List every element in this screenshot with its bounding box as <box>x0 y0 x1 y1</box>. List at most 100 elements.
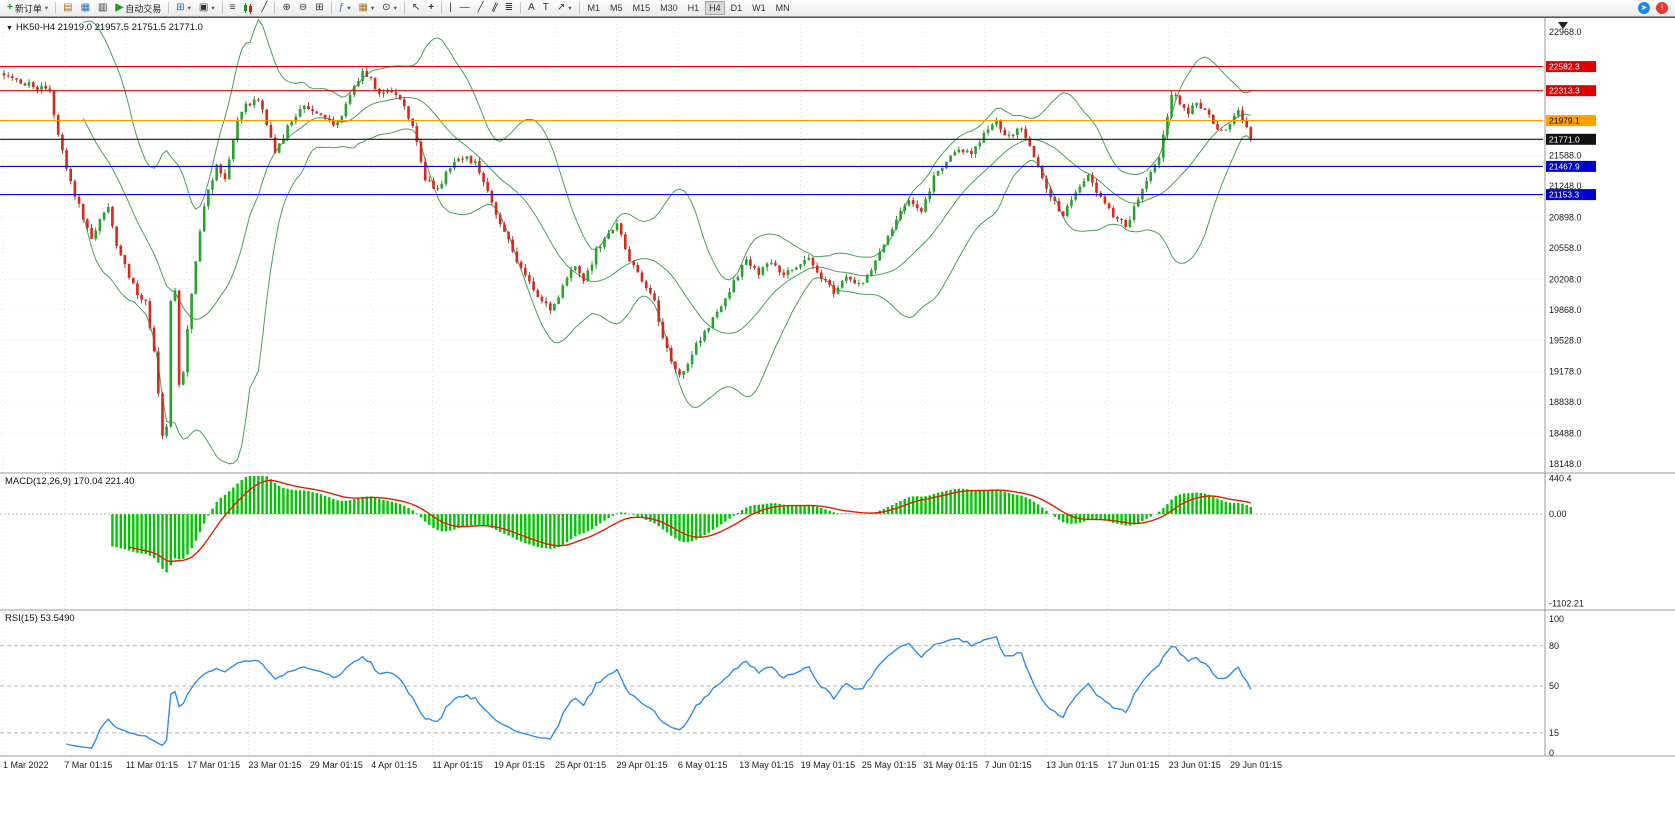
indicators-button[interactable]: ƒ ▾ <box>335 1 355 16</box>
macd-tick-label: -1102.21 <box>1549 598 1584 608</box>
chevron-down-icon: ▾ <box>187 5 191 12</box>
horizontal-line-button[interactable]: — <box>456 1 474 16</box>
tile-windows-icon: ⊞ <box>315 2 324 13</box>
data-window-icon: ▥ <box>98 2 108 13</box>
data-window-button[interactable]: ▥ <box>94 1 111 16</box>
price-tick-label: 21248.0 <box>1549 181 1582 191</box>
timeframe-button-m5[interactable]: M5 <box>606 1 627 15</box>
crosshair-button[interactable]: + <box>424 1 438 16</box>
rsi-indicator-label: RSI(15) 53.5490 <box>5 613 75 624</box>
x-axis-label: 11 Mar 01:15 <box>126 760 178 770</box>
x-axis-label: 6 May 01:15 <box>678 760 728 770</box>
indicators-icon: ƒ <box>338 2 345 13</box>
timeframe-button-mn[interactable]: MN <box>772 1 794 15</box>
bar-chart-button[interactable]: ≡ <box>226 1 240 16</box>
clock-icon: ⊙ <box>382 2 391 13</box>
zoom-out-icon: ⊖ <box>298 2 308 13</box>
x-axis-label: 23 Mar 01:15 <box>248 760 301 770</box>
new-order-button[interactable]: + 新订单 ▾ <box>3 1 52 16</box>
symbol-ohlc-info: ▼ HK50-H4 21919.0 21957.5 21751.5 21771.0 <box>6 22 203 33</box>
price-axis[interactable]: 22968.0 21588.0 21248.0 20898.0 20558.0 20208… <box>1546 27 1596 469</box>
timeframe-button-d1[interactable]: D1 <box>727 1 747 15</box>
price-tick-label: 18148.0 <box>1549 459 1582 469</box>
rsi-line <box>66 635 1252 749</box>
price-chart-canvas[interactable]: 22968.0 21588.0 21248.0 20898.0 20558.0 20208… <box>0 18 1675 829</box>
zoom-in-button[interactable]: ⊕ <box>278 1 294 16</box>
candlestick-chart-icon <box>244 2 253 14</box>
zoom-out-button[interactable]: ⊖ <box>295 1 311 16</box>
x-axis-label: 29 Jun 01:15 <box>1230 760 1282 770</box>
chevron-down-icon: ▾ <box>568 5 572 12</box>
play-icon: ▶ <box>115 2 124 13</box>
channel-button[interactable]: ∥ <box>488 1 501 16</box>
timeframe-button-w1[interactable]: W1 <box>748 1 770 15</box>
trendline-icon: ╱ <box>477 2 484 13</box>
new-chart-icon: ⊞ <box>176 2 185 13</box>
chart-area[interactable]: 22968.0 21588.0 21248.0 20898.0 20558.0 20208… <box>0 17 1675 829</box>
text-tool-button[interactable]: A <box>524 1 539 16</box>
toolbar-separator <box>520 2 522 14</box>
toolbar-separator <box>55 2 57 14</box>
x-axis-label: 19 Apr 01:15 <box>494 760 545 770</box>
candlestick-chart-button[interactable] <box>239 1 257 16</box>
fibonacci-button[interactable]: ≣ <box>501 1 517 16</box>
profiles-button[interactable]: ▣ ▾ <box>195 1 219 16</box>
bar-chart-icon: ≡ <box>229 2 236 13</box>
timeframe-button-m1[interactable]: M1 <box>584 1 605 15</box>
toolbar-right-icons: ➤ ! <box>1638 2 1672 14</box>
economic-calendar-button[interactable]: ▦ <box>77 1 94 16</box>
timeframe-button-m30[interactable]: M30 <box>656 1 682 15</box>
timeframe-button-h4[interactable]: H4 <box>705 1 725 15</box>
tile-windows-button[interactable]: ⊞ <box>311 1 327 16</box>
x-axis-label: 17 Jun 01:15 <box>1107 760 1159 770</box>
auto-trading-button[interactable]: ▶ 自动交易 <box>111 1 165 16</box>
price-tick-label: 21588.0 <box>1549 151 1582 161</box>
price-tick-label: 19178.0 <box>1549 367 1582 377</box>
price-line-label: 21467.9 <box>1549 161 1580 171</box>
fibonacci-icon: ≣ <box>504 2 514 13</box>
x-axis-label: 1 Mar 2022 <box>3 760 49 770</box>
calendar-icon: ▦ <box>80 2 91 13</box>
x-axis-label: 13 Jun 01:15 <box>1046 760 1098 770</box>
alert-icon[interactable]: ! <box>1656 2 1668 14</box>
label-tool-button[interactable]: T <box>539 1 553 16</box>
market-depth-button[interactable]: ▤ <box>59 1 76 16</box>
macd-histogram <box>111 476 1253 573</box>
vertical-line-icon: | <box>449 2 452 13</box>
x-axis-label: 4 Apr 01:15 <box>371 760 417 770</box>
toolbar-separator <box>274 2 276 14</box>
x-axis-label: 29 Mar 01:15 <box>310 760 363 770</box>
new-chart-button[interactable]: ⊞ ▾ <box>172 1 195 16</box>
price-lines[interactable] <box>0 66 1543 196</box>
objects-button[interactable]: ▦ ▾ <box>354 1 378 16</box>
cursor-icon: ↖ <box>411 2 421 13</box>
price-tick-label: 19868.0 <box>1549 305 1582 315</box>
x-axis-label: 13 May 01:15 <box>739 760 794 770</box>
x-axis-label: 7 Mar 01:15 <box>64 760 112 770</box>
arrow-tool-icon: ↗ <box>556 2 566 13</box>
timeframe-button-h1[interactable]: H1 <box>684 1 704 15</box>
x-axis-label: 25 May 01:15 <box>862 760 917 770</box>
x-axis-label: 23 Jun 01:15 <box>1169 760 1221 770</box>
period-button[interactable]: ⊙ ▾ <box>378 1 401 16</box>
label-tool-icon: T <box>542 2 549 13</box>
trendline-button[interactable]: ╱ <box>474 1 488 16</box>
vertical-line-button[interactable]: | <box>445 1 456 16</box>
market-depth-icon: ▤ <box>63 2 73 13</box>
price-tick-label: 20558.0 <box>1549 243 1582 253</box>
x-axis-label: 11 Apr 01:15 <box>432 760 482 770</box>
rsi-tick-label: 15 <box>1549 728 1559 738</box>
timeframe-button-m15[interactable]: M15 <box>629 1 655 15</box>
line-chart-button[interactable]: ╱ <box>257 1 271 16</box>
time-axis[interactable]: 1 Mar 2022 7 Mar 01:15 11 Mar 01:15 17 Mar … <box>3 760 1282 770</box>
new-order-icon: + <box>7 2 13 13</box>
price-tick-label: 18488.0 <box>1549 429 1582 439</box>
cursor-button[interactable]: ↖ <box>408 1 424 16</box>
horizontal-line-icon: — <box>459 2 470 13</box>
community-icon[interactable]: ➤ <box>1638 2 1650 14</box>
scroll-marker-icon <box>1558 22 1568 29</box>
macd-tick-label: 440.4 <box>1549 473 1572 483</box>
x-axis-label: 25 Apr 01:15 <box>555 760 606 770</box>
macd-signal-line <box>128 479 1251 563</box>
arrows-tool-button[interactable]: ↗ ▾ <box>553 1 576 16</box>
